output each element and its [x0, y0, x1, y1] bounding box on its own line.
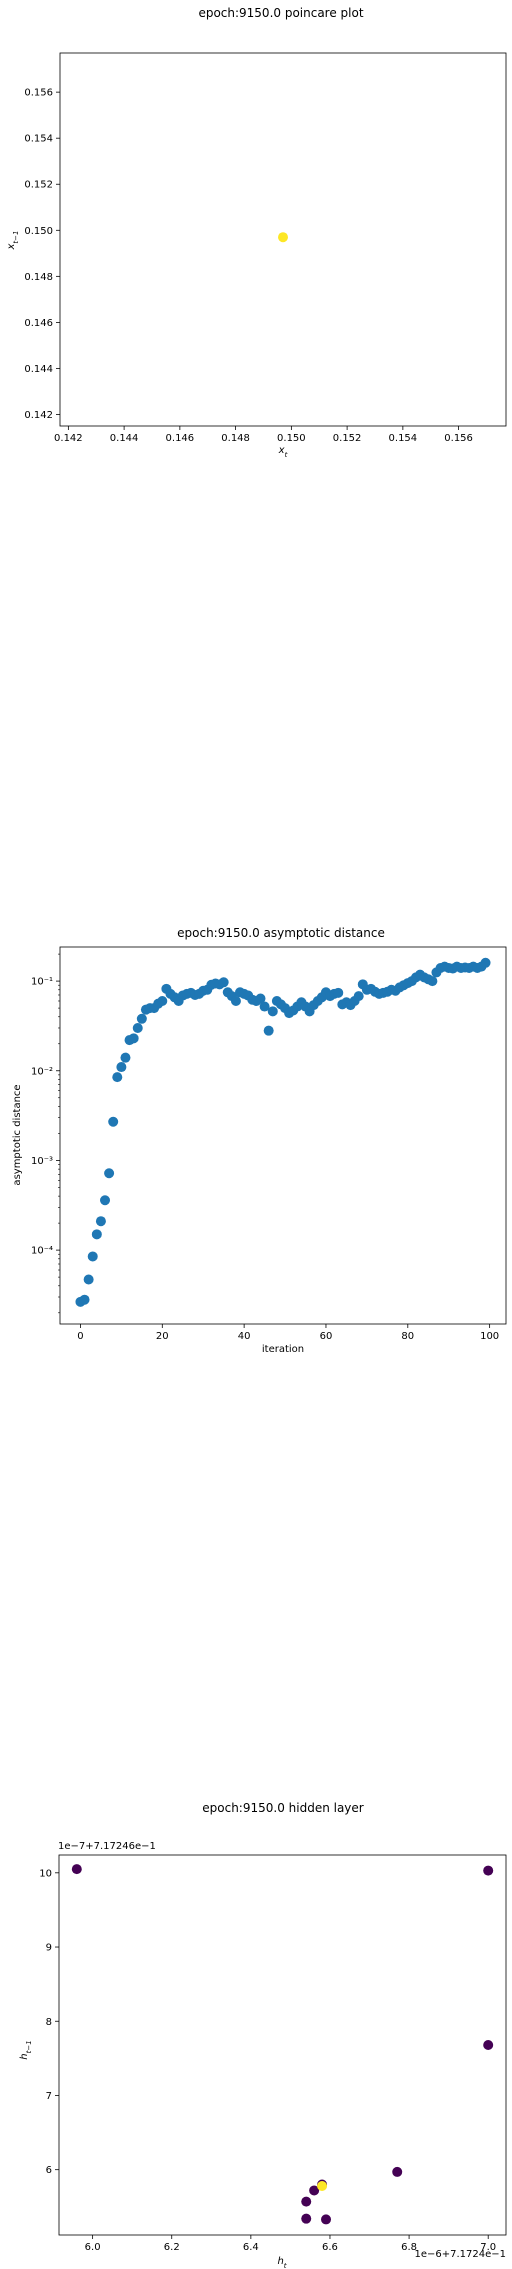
x-tick-label: 40: [238, 1331, 251, 1342]
y-tick-label: 0.156: [24, 88, 53, 99]
data-point: [136, 1013, 147, 1024]
x-tick-label: 100: [480, 1331, 499, 1342]
data-point: [91, 1229, 102, 1240]
y-tick-label: 0.142: [24, 410, 53, 421]
x-tick-label: 6.2: [164, 2242, 180, 2253]
data-point: [230, 995, 241, 1006]
data-point: [301, 2213, 312, 2224]
x-offset-label: 1e−6+7.1724e−1: [414, 2249, 506, 2260]
x-tick-label: 0.146: [166, 433, 195, 444]
data-point: [87, 1251, 98, 1262]
y-tick-label: 10⁻³: [31, 1156, 53, 1167]
x-tick-label: 0.152: [333, 433, 362, 444]
y-axis-label: ht−1: [19, 2040, 33, 2059]
asymptotic-distance-panel: epoch:9150.0 asymptotic distance 0 20 40 60…: [0, 920, 512, 1380]
y-offset-label: 1e−7+7.17246e−1: [58, 1841, 156, 1852]
data-point: [263, 1025, 274, 1036]
data-point: [83, 1274, 94, 1285]
data-point: [79, 1294, 90, 1305]
y-tick-label: 7: [46, 2091, 52, 2102]
y-tick-label: 10⁻⁴: [31, 1246, 53, 1257]
data-point: [321, 2214, 332, 2225]
data-point: [255, 993, 266, 1004]
data-point: [104, 1168, 115, 1179]
data-point: [267, 1006, 278, 1017]
y-tick-label: 0.150: [24, 226, 53, 237]
y-axis-label: xt−1: [6, 231, 20, 251]
asymptotic-distance-chart: epoch:9150.0 asymptotic distance 0 20 40 60…: [12, 926, 507, 1355]
data-point: [480, 957, 491, 968]
x-axis-label: ht: [277, 2256, 286, 2269]
x-tick-label: 0.154: [389, 433, 418, 444]
x-tick-label: 0.156: [444, 433, 473, 444]
x-tick-label: 7.0: [480, 2242, 496, 2253]
data-point: [128, 1033, 139, 1044]
data-point: [278, 232, 288, 243]
x-tick-label: 0.144: [110, 433, 139, 444]
y-tick-label: 8: [46, 2017, 52, 2028]
hidden-layer-chart: epoch:9150.0 hidden layer 1e−7+7.17246e−…: [19, 1801, 507, 2269]
data-point: [157, 995, 168, 1006]
chart-title: epoch:9150.0 poincare plot: [198, 6, 363, 20]
y-tick-label: 0.144: [24, 364, 53, 375]
y-tick-label: 6: [46, 2165, 52, 2176]
y-axis-label: asymptotic distance: [12, 1084, 23, 1185]
x-tick-label: 0: [77, 1331, 83, 1342]
data-point: [483, 1865, 494, 1876]
data-point: [132, 1022, 143, 1033]
data-point: [333, 987, 344, 998]
chart-title: epoch:9150.0 asymptotic distance: [177, 926, 385, 940]
poincare-plot-panel: epoch:9150.0 poincare plot 0.142 0.144 0.1…: [0, 0, 512, 470]
y-tick-label: 10⁻²: [31, 1066, 53, 1077]
data-point: [317, 2181, 328, 2192]
x-tick-label: 6.0: [85, 2242, 101, 2253]
data-point: [353, 991, 364, 1002]
y-tick-label: 0.152: [24, 180, 53, 191]
data-point: [427, 976, 438, 987]
poincare-plot: epoch:9150.0 poincare plot 0.142 0.144 0.1…: [6, 6, 507, 459]
data-point: [116, 1062, 127, 1073]
plot-area: [58, 1854, 507, 2236]
y-tick-label: 0.154: [24, 134, 53, 145]
x-tick-label: 6.4: [243, 2242, 259, 2253]
x-tick-label: 6.6: [322, 2242, 338, 2253]
x-tick-label: 20: [156, 1331, 169, 1342]
x-axis-label: xt: [278, 445, 288, 459]
data-point: [309, 2185, 320, 2196]
x-tick-label: 6.8: [401, 2242, 417, 2253]
data-point: [301, 2196, 312, 2207]
x-tick-label: 0.150: [277, 433, 306, 444]
data-point: [218, 977, 229, 988]
data-point: [108, 1116, 119, 1127]
x-tick-label: 80: [401, 1331, 414, 1342]
y-tick-label: 9: [46, 1943, 52, 1954]
data-point: [112, 1072, 123, 1083]
data-point: [259, 1001, 270, 1012]
data-point: [483, 2040, 494, 2050]
data-point: [95, 1216, 106, 1227]
y-tick-label: 10⁻¹: [31, 977, 53, 988]
y-tick-label: 0.146: [24, 318, 53, 329]
data-point: [392, 2166, 403, 2177]
y-tick-label: 10: [39, 1868, 52, 1879]
data-point: [71, 1864, 82, 1875]
x-tick-label: 0.142: [54, 433, 83, 444]
data-point: [100, 1195, 111, 1206]
hidden-layer-panel: epoch:9150.0 hidden layer 1e−7+7.17246e−…: [0, 1795, 512, 2269]
chart-title: epoch:9150.0 hidden layer: [202, 1801, 364, 1815]
x-tick-label: 0.148: [221, 433, 250, 444]
x-axis-label: iteration: [262, 1344, 304, 1355]
x-tick-label: 60: [320, 1331, 333, 1342]
y-tick-label: 0.148: [24, 272, 53, 283]
data-point: [120, 1052, 131, 1063]
